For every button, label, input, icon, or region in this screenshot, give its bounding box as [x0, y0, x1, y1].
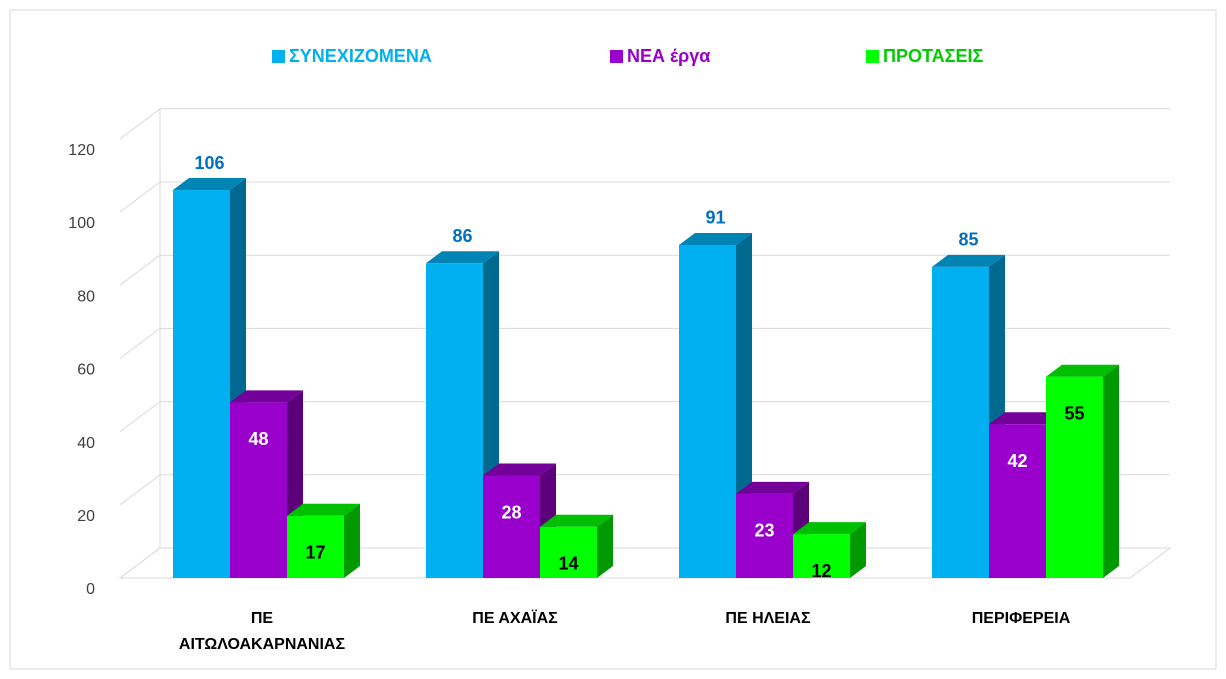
bar [230, 402, 287, 578]
bar [426, 263, 483, 578]
bar [173, 190, 230, 579]
bar-top [173, 178, 246, 191]
bar-top [230, 390, 303, 403]
legend-swatch [866, 50, 879, 63]
x-tick-label: ΠΕ ΗΛΕΙΑΣ [725, 610, 811, 627]
y-tick-label: 40 [77, 435, 95, 452]
bar-top [287, 503, 360, 516]
y-tick-label: 100 [68, 215, 95, 232]
bar-side [597, 514, 613, 578]
y-tick-label: 120 [68, 142, 95, 159]
bar-top [793, 522, 866, 535]
legend-swatch [610, 50, 623, 63]
legend-swatch [272, 50, 285, 63]
data-label: 91 [705, 208, 725, 228]
bar-top [1046, 364, 1119, 377]
data-label: 12 [811, 561, 831, 581]
bar-top [989, 412, 1062, 425]
y-tick-label: 80 [77, 288, 95, 305]
bar [483, 475, 540, 578]
bar-side [1103, 364, 1119, 578]
legend-label: ΣΥΝΕΧΙΖΟΜΕΝΑ [289, 46, 432, 66]
bar-side [344, 503, 360, 578]
data-label: 85 [958, 230, 978, 250]
x-tick-label: ΠΕΡΙΦΕΡΕΙΑ [971, 610, 1071, 627]
legend-label: ΠΡΟΤΑΣΕΙΣ [883, 46, 983, 66]
x-tick-label: ΠΕ ΑΧΑΪΑΣ [472, 610, 558, 627]
grid-line-side [119, 401, 161, 433]
bar-top [426, 251, 499, 264]
bar-side [850, 522, 866, 578]
bar [287, 515, 344, 578]
grid-line-side [119, 181, 161, 213]
bar-top [736, 481, 809, 494]
y-tick-label: 20 [77, 508, 95, 525]
bar [1046, 376, 1103, 578]
grid-line-side [119, 108, 161, 140]
bar-top [483, 463, 556, 476]
data-label: 42 [1007, 451, 1027, 471]
bar-top [679, 232, 752, 245]
data-label: 28 [501, 502, 521, 522]
data-label: 55 [1064, 403, 1084, 423]
y-tick-label: 0 [86, 581, 95, 598]
bar [540, 526, 597, 578]
data-label: 17 [305, 543, 325, 563]
data-label: 86 [452, 226, 472, 246]
bar [736, 493, 793, 578]
bar [989, 424, 1046, 578]
y-tick-label: 60 [77, 362, 95, 379]
bar [932, 266, 989, 578]
data-label: 23 [754, 521, 774, 541]
grid-line-side [119, 327, 161, 359]
bar [793, 534, 850, 578]
data-label: 14 [558, 554, 578, 574]
bar-top [932, 254, 1005, 267]
chart-border [9, 9, 1217, 670]
grid-line-side [119, 547, 161, 579]
data-label: 106 [194, 153, 224, 173]
bar-top [540, 514, 613, 527]
legend-label: ΝΕΑ έργα [627, 46, 710, 66]
grid-line-side [119, 254, 161, 286]
x-tick-label: ΠΕ ΑΙΤΩΛΟΑΚΑΡΝΑΝΙΑΣ [178, 610, 346, 653]
data-label: 48 [248, 429, 268, 449]
bar [679, 244, 736, 578]
grid-line-side [119, 474, 161, 506]
